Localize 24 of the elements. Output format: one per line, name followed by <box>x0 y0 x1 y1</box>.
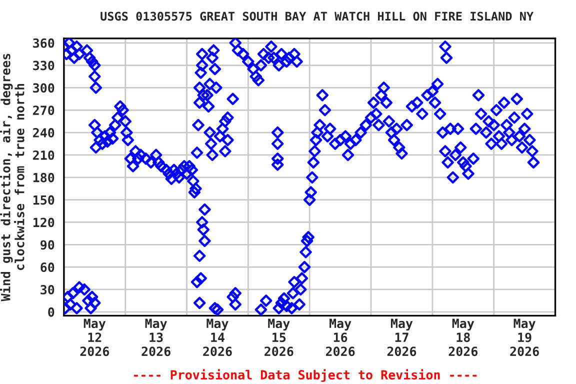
text: ---- Provisional Data Subject to Revision ---- <box>134 369 477 382</box>
y-tick-label: 90 <box>40 240 54 250</box>
x-tick-label: May 19 2026 <box>510 318 539 356</box>
x-tick-label: May 13 2026 <box>142 318 170 356</box>
x-tick-label: May 18 2026 <box>448 318 478 356</box>
y-tick-label: 210 <box>33 150 54 160</box>
y-axis-title: Wind gust direction, air, degrees clockwise from true north <box>0 54 24 302</box>
y-tick-label: 270 <box>33 106 54 116</box>
x-tick-label: May 16 2026 <box>326 318 355 356</box>
y-tick-label: 0 <box>48 307 54 317</box>
x-tick-label: May 15 2026 <box>264 318 294 356</box>
y-tick-label: 180 <box>33 172 54 182</box>
y-tick-label: 60 <box>40 262 54 272</box>
y-tick-label: 300 <box>33 83 54 93</box>
y-tick-label: 150 <box>33 195 54 205</box>
x-tick-label: May 12 2026 <box>80 318 110 356</box>
y-tick-label: 30 <box>40 284 54 294</box>
x-tick-label: May 17 2026 <box>387 318 416 356</box>
chart-title: USGS 01305575 GREAT SOUTH BAY AT WATCH HILL ON FIRE ISLAND NY <box>100 12 534 21</box>
y-tick-label: 240 <box>33 128 54 138</box>
y-tick-label: 360 <box>33 38 54 48</box>
y-tick-label: 330 <box>33 60 54 70</box>
x-tick-label: May 14 2026 <box>203 318 232 356</box>
y-tick-label: 120 <box>33 218 54 228</box>
